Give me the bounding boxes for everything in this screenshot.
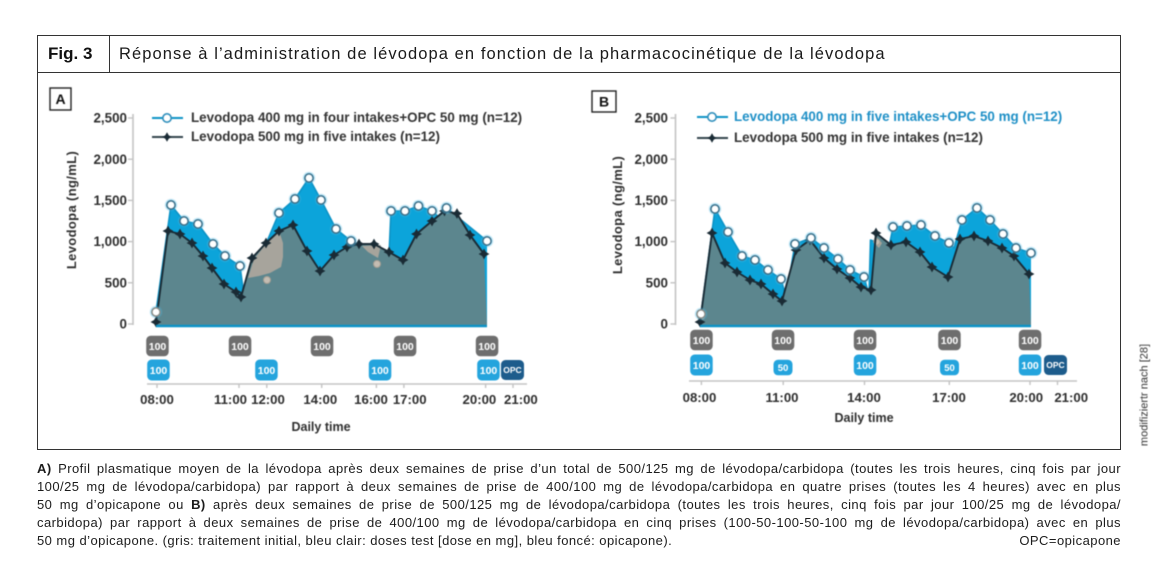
svg-text:Levodopa (ng/mL): Levodopa (ng/mL) [610, 156, 625, 274]
svg-text:modifiziertr nach [28]: modifiziertr nach [28] [1139, 344, 1151, 446]
svg-text:Levodopa 400 mg in five intake: Levodopa 400 mg in five intakes+OPC 50 m… [734, 109, 1062, 124]
svg-text:1,000: 1,000 [634, 234, 668, 249]
svg-text:500: 500 [105, 275, 127, 290]
svg-text:16:00: 16:00 [354, 392, 388, 407]
svg-text:500: 500 [646, 275, 668, 290]
svg-text:Levodopa 500 mg in five intake: Levodopa 500 mg in five intakes (n=12) [734, 130, 983, 145]
svg-text:11:00: 11:00 [214, 392, 247, 407]
svg-text:100: 100 [149, 341, 167, 353]
svg-text:100: 100 [693, 335, 711, 347]
svg-text:0: 0 [120, 317, 127, 332]
svg-text:100: 100 [150, 365, 168, 377]
svg-text:50: 50 [944, 363, 955, 374]
svg-text:17:00: 17:00 [932, 390, 966, 405]
svg-text:100: 100 [480, 365, 498, 377]
svg-text:20:00: 20:00 [1009, 390, 1043, 405]
svg-text:Daily time: Daily time [834, 411, 893, 425]
svg-text:14:00: 14:00 [847, 390, 881, 405]
svg-text:OPC: OPC [503, 365, 521, 375]
svg-text:2,000: 2,000 [634, 152, 668, 167]
svg-text:100: 100 [1021, 360, 1039, 372]
svg-text:Levodopa 500 mg in five intake: Levodopa 500 mg in five intakes (n=12) [191, 129, 440, 144]
svg-text:08:00: 08:00 [140, 392, 174, 407]
svg-text:100: 100 [371, 365, 389, 377]
svg-text:100: 100 [693, 360, 711, 372]
svg-text:11:00: 11:00 [765, 390, 798, 405]
svg-text:14:00: 14:00 [303, 392, 337, 407]
svg-text:A: A [55, 91, 65, 107]
svg-text:100: 100 [941, 335, 959, 347]
svg-text:100: 100 [1021, 335, 1039, 347]
svg-text:1,500: 1,500 [634, 193, 668, 208]
svg-text:2,500: 2,500 [93, 111, 127, 126]
svg-text:100: 100 [258, 365, 276, 377]
svg-text:100: 100 [396, 341, 414, 353]
svg-text:50: 50 [778, 363, 789, 374]
svg-text:0: 0 [661, 317, 668, 332]
svg-text:2,000: 2,000 [93, 152, 127, 167]
svg-text:21:00: 21:00 [1054, 390, 1088, 405]
svg-text:100: 100 [774, 335, 792, 347]
svg-text:17:00: 17:00 [393, 392, 427, 407]
svg-text:Daily time: Daily time [291, 420, 350, 434]
svg-text:21:00: 21:00 [504, 392, 538, 407]
svg-text:1,500: 1,500 [93, 193, 127, 208]
svg-text:100: 100 [856, 335, 874, 347]
svg-text:OPC: OPC [1046, 360, 1064, 370]
svg-text:12:00: 12:00 [251, 392, 285, 407]
svg-text:100: 100 [856, 360, 874, 372]
svg-text:Levodopa (ng/mL): Levodopa (ng/mL) [64, 151, 79, 269]
svg-text:20:00: 20:00 [463, 392, 497, 407]
svg-text:100: 100 [478, 341, 496, 353]
svg-text:1,000: 1,000 [93, 234, 127, 249]
svg-text:100: 100 [313, 341, 331, 353]
svg-text:Levodopa 400 mg in four intake: Levodopa 400 mg in four intakes+OPC 50 m… [191, 110, 522, 125]
svg-text:2,500: 2,500 [634, 111, 668, 126]
svg-text:08:00: 08:00 [683, 390, 717, 405]
svg-text:B: B [599, 94, 609, 110]
svg-text:100: 100 [231, 341, 249, 353]
